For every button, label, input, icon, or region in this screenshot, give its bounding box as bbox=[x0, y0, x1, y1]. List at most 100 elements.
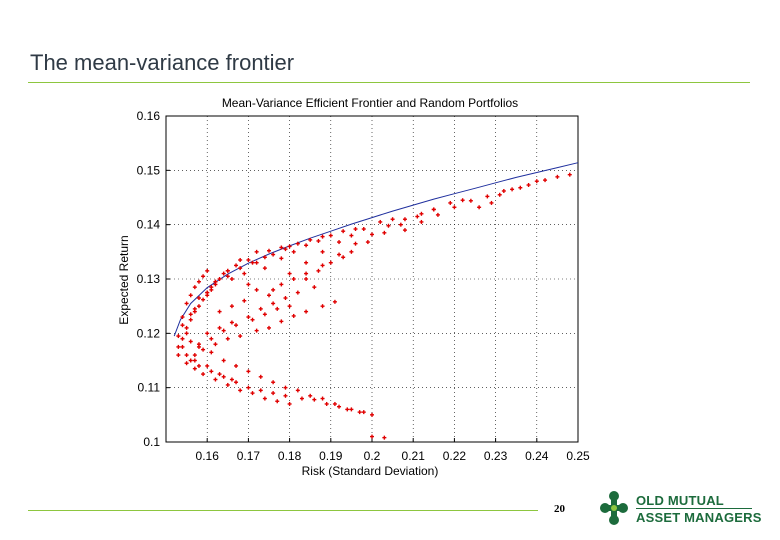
portfolio-point bbox=[267, 248, 271, 253]
portfolio-point bbox=[341, 255, 346, 260]
portfolio-point bbox=[370, 412, 374, 417]
y-tick-label: 0.12 bbox=[137, 326, 161, 340]
portfolio-point bbox=[320, 234, 325, 239]
portfolio-point bbox=[180, 344, 185, 349]
x-axis-label: Risk (Standard Deviation) bbox=[302, 464, 439, 478]
portfolio-point bbox=[271, 391, 276, 396]
x-tick-label: 0.22 bbox=[443, 449, 467, 463]
portfolio-point bbox=[337, 404, 342, 409]
x-tick-label: 0.2 bbox=[364, 449, 381, 463]
portfolio-point bbox=[304, 271, 309, 276]
portfolio-point bbox=[279, 256, 284, 261]
portfolio-point bbox=[370, 232, 374, 237]
portfolio-point bbox=[468, 198, 473, 203]
portfolio-point bbox=[349, 233, 354, 238]
portfolio-point bbox=[246, 257, 251, 262]
portfolio-point bbox=[419, 219, 424, 224]
portfolio-point bbox=[291, 249, 296, 254]
portfolio-point bbox=[176, 353, 181, 358]
portfolio-point bbox=[246, 282, 251, 287]
portfolio-point bbox=[229, 277, 234, 281]
portfolio-point bbox=[283, 247, 288, 252]
portfolio-point bbox=[271, 301, 276, 306]
portfolio-point bbox=[304, 243, 309, 248]
portfolio-point bbox=[180, 323, 185, 328]
portfolio-point bbox=[250, 391, 255, 396]
portfolio-point bbox=[435, 212, 440, 217]
portfolio-point bbox=[320, 304, 325, 309]
portfolio-point bbox=[176, 344, 181, 349]
portfolio-point bbox=[176, 334, 181, 339]
portfolio-point bbox=[299, 396, 304, 401]
x-tick-label: 0.18 bbox=[278, 449, 302, 463]
portfolio-point bbox=[295, 290, 300, 295]
portfolio-point bbox=[213, 279, 218, 284]
portfolio-point bbox=[378, 219, 383, 224]
random-portfolios-series bbox=[176, 172, 572, 440]
chart-title: Mean-Variance Efficient Frontier and Ran… bbox=[222, 96, 518, 110]
footer-divider bbox=[28, 510, 538, 511]
logo-emblem-icon bbox=[600, 491, 628, 525]
logo-divider bbox=[636, 508, 752, 509]
portfolio-point bbox=[258, 374, 263, 379]
portfolio-point bbox=[205, 290, 210, 295]
portfolio-point bbox=[415, 214, 420, 219]
portfolio-point bbox=[180, 315, 185, 320]
portfolio-point bbox=[349, 407, 354, 412]
portfolio-point bbox=[192, 285, 197, 290]
portfolio-point bbox=[518, 185, 523, 190]
portfolio-point bbox=[295, 241, 300, 246]
logo-text-line-2: ASSET MANAGERS bbox=[636, 510, 762, 525]
portfolio-point bbox=[304, 277, 309, 281]
portfolio-point bbox=[337, 252, 342, 257]
portfolio-point bbox=[320, 396, 325, 401]
portfolio-point bbox=[246, 369, 251, 374]
portfolio-point bbox=[196, 296, 201, 301]
portfolio-point bbox=[543, 178, 548, 183]
portfolio-point bbox=[205, 268, 210, 273]
portfolio-point bbox=[370, 434, 374, 439]
y-axis-label: Expected Return bbox=[117, 235, 131, 324]
portfolio-point bbox=[382, 435, 387, 440]
portfolio-point bbox=[316, 268, 321, 273]
portfolio-point bbox=[188, 339, 193, 344]
portfolio-point bbox=[402, 217, 407, 222]
portfolio-point bbox=[184, 361, 189, 366]
portfolio-point bbox=[262, 255, 267, 260]
portfolio-point bbox=[316, 238, 321, 243]
portfolio-point bbox=[510, 187, 515, 192]
portfolio-point bbox=[267, 325, 271, 330]
y-tick-label: 0.13 bbox=[137, 272, 161, 286]
portfolio-point bbox=[238, 334, 243, 339]
portfolio-point bbox=[234, 380, 239, 385]
portfolio-point bbox=[271, 287, 276, 292]
portfolio-point bbox=[217, 325, 222, 330]
portfolio-point bbox=[196, 279, 201, 284]
portfolio-point bbox=[308, 393, 313, 398]
y-tick-label: 0.14 bbox=[137, 218, 161, 232]
portfolio-point bbox=[225, 382, 230, 387]
portfolio-point bbox=[337, 240, 342, 245]
portfolio-point bbox=[192, 366, 197, 371]
x-tick-label: 0.24 bbox=[525, 449, 549, 463]
portfolio-point bbox=[188, 312, 193, 317]
portfolio-point bbox=[196, 304, 201, 309]
portfolio-point bbox=[283, 296, 288, 301]
portfolio-point bbox=[229, 377, 234, 382]
portfolio-point bbox=[312, 285, 317, 290]
portfolio-point bbox=[201, 372, 206, 377]
portfolio-point bbox=[555, 174, 560, 179]
portfolio-point bbox=[225, 336, 230, 341]
portfolio-point bbox=[201, 274, 206, 279]
portfolio-point bbox=[448, 200, 453, 205]
portfolio-point bbox=[221, 374, 226, 379]
portfolio-point bbox=[534, 179, 539, 184]
portfolio-point bbox=[489, 200, 494, 205]
portfolio-point bbox=[205, 363, 210, 368]
portfolio-point bbox=[271, 380, 276, 385]
portfolio-point bbox=[262, 266, 267, 271]
portfolio-point bbox=[192, 306, 197, 311]
portfolio-point bbox=[275, 306, 280, 311]
x-tick-label: 0.19 bbox=[319, 449, 343, 463]
